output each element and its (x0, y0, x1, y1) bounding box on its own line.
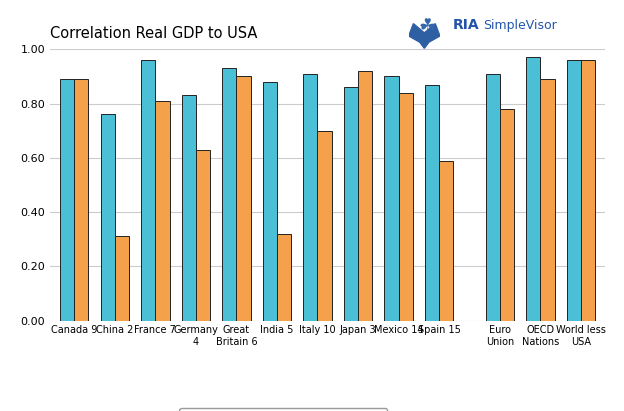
Bar (182, 95, 196, 321)
Bar (500, 109, 514, 321)
Text: Correlation Real GDP to USA: Correlation Real GDP to USA (50, 26, 257, 41)
Bar (581, 60, 595, 321)
Text: RIA: RIA (452, 18, 479, 32)
Bar (303, 74, 318, 321)
Bar (74, 79, 89, 321)
Bar (358, 71, 372, 321)
Bar (540, 79, 555, 321)
Bar (115, 236, 129, 321)
Text: ☘: ☘ (419, 17, 436, 36)
Bar (384, 76, 399, 321)
Bar (155, 101, 170, 321)
Bar (196, 150, 210, 321)
Bar (526, 58, 540, 321)
Text: SimpleVisor: SimpleVisor (484, 19, 557, 32)
Legend: 2013-2023, 2000-2012: 2013-2023, 2000-2012 (179, 408, 387, 411)
Bar (567, 60, 581, 321)
Bar (60, 79, 74, 321)
Polygon shape (409, 23, 440, 48)
Bar (141, 60, 155, 321)
Bar (236, 76, 251, 321)
Bar (277, 234, 291, 321)
Bar (263, 82, 277, 321)
Bar (439, 161, 453, 321)
Bar (344, 87, 358, 321)
Bar (425, 85, 439, 321)
Bar (399, 93, 412, 321)
Bar (100, 114, 115, 321)
Bar (485, 74, 500, 321)
Bar (222, 68, 236, 321)
Bar (318, 131, 331, 321)
